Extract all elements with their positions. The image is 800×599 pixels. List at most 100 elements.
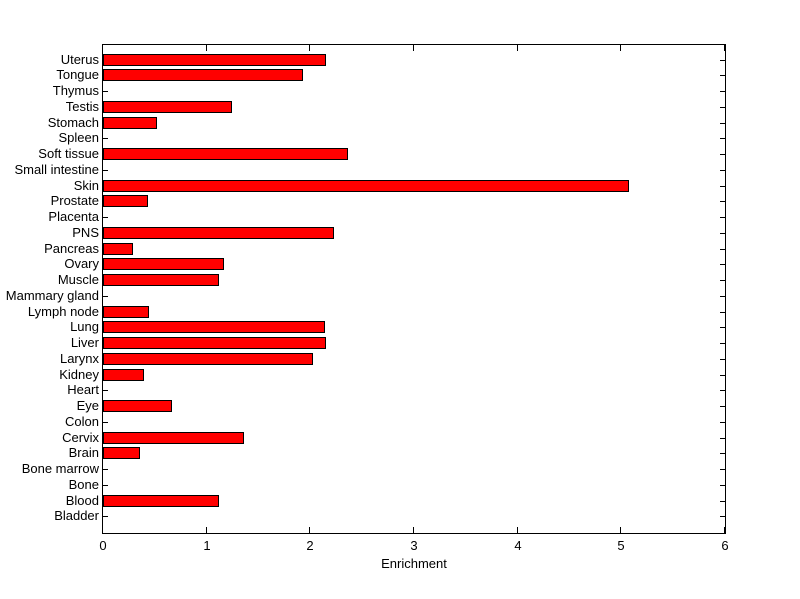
y-tick-right bbox=[720, 296, 725, 297]
y-tick-right bbox=[720, 170, 725, 171]
category-label: Kidney bbox=[59, 367, 99, 382]
y-tick-right bbox=[720, 438, 725, 439]
y-tick-right bbox=[720, 123, 725, 124]
y-tick-right bbox=[720, 75, 725, 76]
y-tick-right bbox=[720, 154, 725, 155]
y-tick-left bbox=[103, 170, 108, 171]
category-label: Uterus bbox=[60, 52, 99, 67]
y-tick-right bbox=[720, 280, 725, 281]
y-tick-right bbox=[720, 217, 725, 218]
x-tick-label: 4 bbox=[514, 538, 522, 553]
x-tick-label: 1 bbox=[203, 538, 211, 553]
category-label: Ovary bbox=[64, 256, 99, 271]
bar-muscle bbox=[103, 274, 219, 286]
category-label: Muscle bbox=[57, 272, 99, 287]
bar-larynx bbox=[103, 353, 313, 365]
y-tick-right bbox=[720, 264, 725, 265]
bar-eye bbox=[103, 400, 172, 412]
x-tick-label: 6 bbox=[721, 538, 729, 553]
category-label: Bone marrow bbox=[21, 461, 99, 476]
y-tick-right bbox=[720, 138, 725, 139]
x-tick-bottom bbox=[206, 527, 207, 533]
y-tick-left bbox=[103, 516, 108, 517]
y-tick-right bbox=[720, 233, 725, 234]
category-label: Brain bbox=[68, 445, 99, 460]
x-axis-tick-labels: 0 1 2 3 4 5 6 bbox=[99, 538, 728, 554]
category-label: Bone bbox=[68, 477, 99, 492]
y-tick-right bbox=[720, 390, 725, 391]
y-tick-right bbox=[720, 249, 725, 250]
bar-pns bbox=[103, 227, 334, 239]
y-tick-right bbox=[720, 60, 725, 61]
category-label: Prostate bbox=[50, 193, 99, 208]
y-tick-right bbox=[720, 201, 725, 202]
bar-ovary bbox=[103, 258, 224, 270]
x-tick-top bbox=[102, 45, 103, 51]
category-label: Testis bbox=[65, 99, 99, 114]
y-tick-right bbox=[720, 343, 725, 344]
bar-cervix bbox=[103, 432, 244, 444]
y-tick-left bbox=[103, 422, 108, 423]
category-label: Soft tissue bbox=[38, 146, 99, 161]
x-tick-top bbox=[724, 45, 725, 51]
category-label: Pancreas bbox=[44, 241, 99, 256]
bar-lymph-node bbox=[103, 306, 149, 318]
y-tick-left bbox=[103, 390, 108, 391]
category-label: Stomach bbox=[47, 115, 99, 130]
plot-area bbox=[102, 44, 726, 534]
bar-brain bbox=[103, 447, 140, 459]
category-label: Lung bbox=[70, 319, 99, 334]
y-tick-right bbox=[720, 327, 725, 328]
category-label: Eye bbox=[76, 398, 99, 413]
y-tick-left bbox=[103, 91, 108, 92]
x-tick-top bbox=[309, 45, 310, 51]
category-label: Heart bbox=[67, 382, 99, 397]
category-label: PNS bbox=[72, 225, 99, 240]
y-tick-left bbox=[103, 296, 108, 297]
x-axis-title: Enrichment bbox=[381, 556, 447, 571]
x-tick-bottom bbox=[620, 527, 621, 533]
bar-uterus bbox=[103, 54, 326, 66]
x-tick-label: 2 bbox=[306, 538, 314, 553]
category-label: Bladder bbox=[54, 508, 99, 523]
bar-lung bbox=[103, 321, 325, 333]
bar-blood bbox=[103, 495, 219, 507]
bar-tongue bbox=[103, 69, 303, 81]
y-tick-right bbox=[720, 469, 725, 470]
y-tick-right bbox=[720, 406, 725, 407]
y-tick-right bbox=[720, 107, 725, 108]
bar-liver bbox=[103, 337, 326, 349]
bar-stomach bbox=[103, 117, 157, 129]
y-tick-right bbox=[720, 422, 725, 423]
y-tick-right bbox=[720, 453, 725, 454]
category-label: Blood bbox=[65, 493, 99, 508]
bar-pancreas bbox=[103, 243, 133, 255]
y-tick-right bbox=[720, 485, 725, 486]
x-tick-label: 3 bbox=[410, 538, 418, 553]
bar-testis bbox=[103, 101, 232, 113]
bar-prostate bbox=[103, 195, 148, 207]
x-tick-top bbox=[620, 45, 621, 51]
x-tick-top bbox=[517, 45, 518, 51]
category-label: Mammary gland bbox=[5, 288, 99, 303]
x-tick-bottom bbox=[413, 527, 414, 533]
y-tick-right bbox=[720, 91, 725, 92]
y-tick-left bbox=[103, 217, 108, 218]
x-tick-bottom bbox=[102, 527, 103, 533]
x-tick-label: 0 bbox=[99, 538, 107, 553]
category-label: Small intestine bbox=[14, 162, 99, 177]
y-tick-right bbox=[720, 312, 725, 313]
category-label: Skin bbox=[73, 178, 99, 193]
category-label: Thymus bbox=[52, 83, 99, 98]
category-label: Spleen bbox=[58, 130, 99, 145]
category-label: Lymph node bbox=[27, 304, 99, 319]
category-label: Liver bbox=[70, 335, 99, 350]
y-tick-right bbox=[720, 501, 725, 502]
x-tick-top bbox=[413, 45, 414, 51]
y-tick-left bbox=[103, 485, 108, 486]
category-label: Colon bbox=[65, 414, 99, 429]
x-tick-bottom bbox=[724, 527, 725, 533]
x-tick-bottom bbox=[517, 527, 518, 533]
y-tick-left bbox=[103, 138, 108, 139]
